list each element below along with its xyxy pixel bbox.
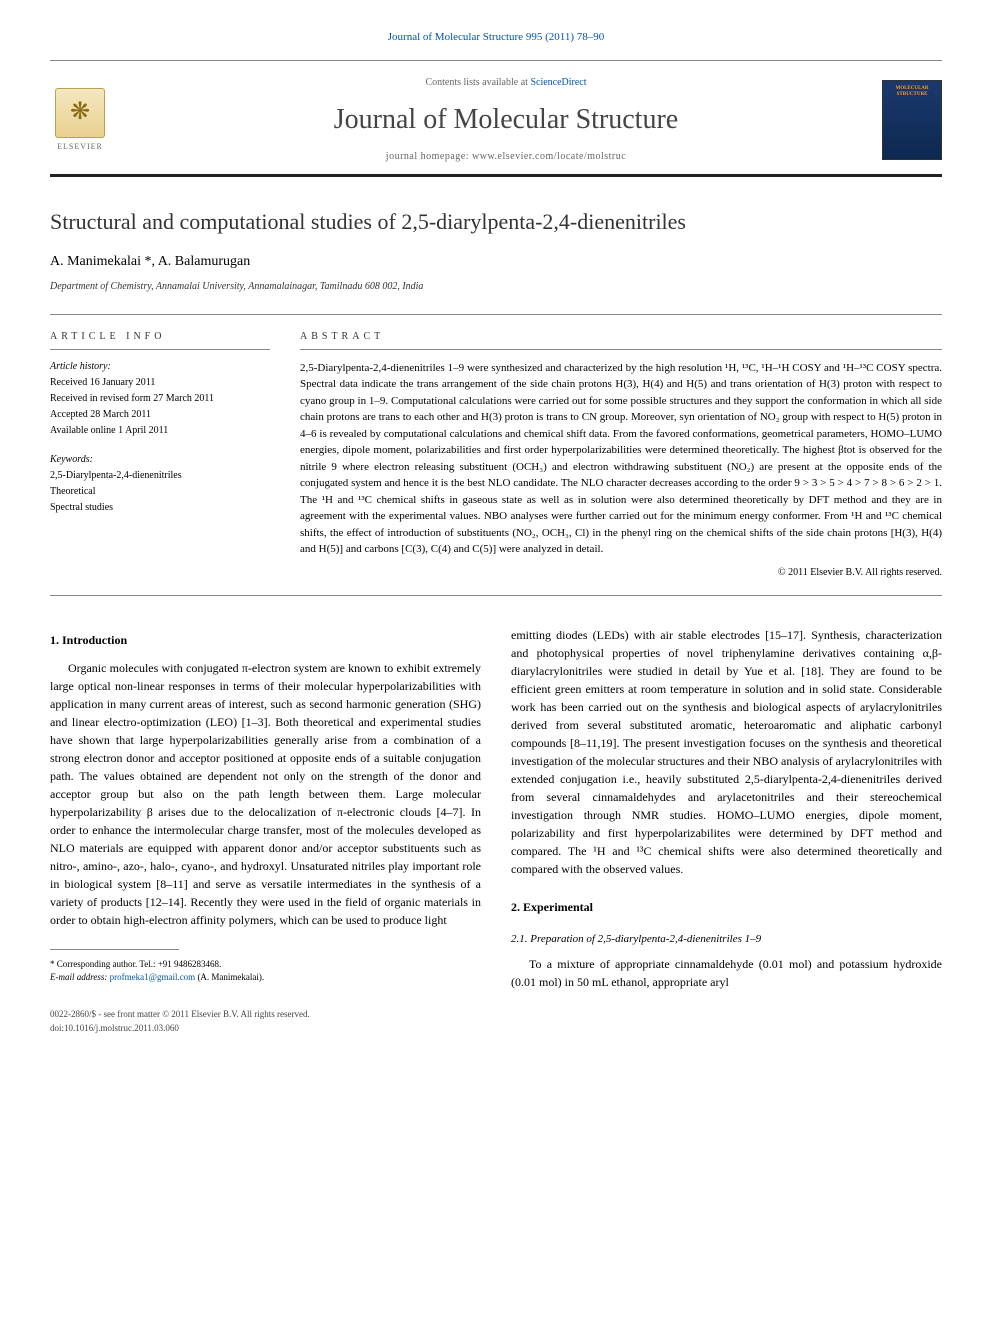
cover-thumb-text: MOLECULAR STRUCTURE [883, 86, 941, 98]
keyword-3: Spectral studies [50, 501, 270, 515]
online-date: Available online 1 April 2011 [50, 424, 270, 438]
introduction-heading: 1. Introduction [50, 631, 481, 649]
doi-line: doi:10.1016/j.molstruc.2011.03.060 [50, 1022, 481, 1036]
journal-homepage-line: journal homepage: www.elsevier.com/locat… [130, 150, 882, 164]
info-abstract-row: ARTICLE INFO Article history: Received 1… [50, 314, 942, 596]
body-column-left: 1. Introduction Organic molecules with c… [50, 626, 481, 1035]
accepted-date: Accepted 28 March 2011 [50, 408, 270, 422]
sciencedirect-link[interactable]: ScienceDirect [530, 77, 586, 88]
contents-prefix: Contents lists available at [425, 77, 530, 88]
keyword-2: Theoretical [50, 485, 270, 499]
homepage-url[interactable]: www.elsevier.com/locate/molstruc [472, 151, 626, 162]
abstract-copyright: © 2011 Elsevier B.V. All rights reserved… [300, 566, 942, 580]
corr-author-line: * Corresponding author. Tel.: +91 948628… [50, 958, 481, 971]
keyword-1: 2,5-Diarylpenta-2,4-dienenitriles [50, 469, 270, 483]
intro-paragraph-2: emitting diodes (LEDs) with air stable e… [511, 626, 942, 878]
email-address[interactable]: profmeka1@gmail.com [110, 972, 196, 982]
journal-cover-thumbnail: MOLECULAR STRUCTURE [882, 80, 942, 160]
journal-masthead: ❋ ELSEVIER Contents lists available at S… [50, 60, 942, 176]
email-suffix: (A. Manimekalai). [195, 972, 264, 982]
revised-date: Received in revised form 27 March 2011 [50, 392, 270, 406]
publisher-logo: ❋ ELSEVIER [50, 85, 110, 155]
experimental-heading: 2. Experimental [511, 898, 942, 916]
keywords-label: Keywords: [50, 453, 270, 467]
elsevier-tree-icon: ❋ [55, 88, 105, 138]
issn-line: 0022-2860/$ - see front matter © 2011 El… [50, 1008, 481, 1022]
email-label: E-mail address: [50, 972, 110, 982]
history-label: Article history: [50, 360, 270, 374]
authors-line: A. Manimekalai *, A. Balamurugan [50, 252, 942, 272]
publisher-label: ELSEVIER [57, 141, 103, 152]
journal-name: Journal of Molecular Structure [130, 100, 882, 139]
abstract-text: 2,5-Diarylpenta-2,4-dienenitriles 1–9 we… [300, 360, 942, 558]
body-columns: 1. Introduction Organic molecules with c… [50, 626, 942, 1035]
intro-paragraph-1: Organic molecules with conjugated π-elec… [50, 659, 481, 929]
footnote-separator [50, 949, 179, 950]
experimental-paragraph-1: To a mixture of appropriate cinnamaldehy… [511, 955, 942, 991]
article-info-heading: ARTICLE INFO [50, 330, 270, 350]
footer-block: 0022-2860/$ - see front matter © 2011 El… [50, 1008, 481, 1035]
affiliation-line: Department of Chemistry, Annamalai Unive… [50, 280, 942, 294]
article-title: Structural and computational studies of … [50, 207, 942, 238]
article-info-block: ARTICLE INFO Article history: Received 1… [50, 330, 270, 580]
abstract-heading: ABSTRACT [300, 330, 942, 350]
contents-available-line: Contents lists available at ScienceDirec… [130, 76, 882, 90]
email-line: E-mail address: profmeka1@gmail.com (A. … [50, 971, 481, 984]
page-header: Journal of Molecular Structure 995 (2011… [50, 30, 942, 45]
received-date: Received 16 January 2011 [50, 376, 270, 390]
experimental-subheading: 2.1. Preparation of 2,5-diarylpenta-2,4-… [511, 931, 942, 948]
corresponding-author-footnote: * Corresponding author. Tel.: +91 948628… [50, 958, 481, 983]
abstract-block: ABSTRACT 2,5-Diarylpenta-2,4-dienenitril… [300, 330, 942, 580]
body-column-right: emitting diodes (LEDs) with air stable e… [511, 626, 942, 1035]
homepage-prefix: journal homepage: [386, 151, 472, 162]
journal-center-block: Contents lists available at ScienceDirec… [130, 76, 882, 163]
